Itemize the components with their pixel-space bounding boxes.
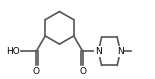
Text: N: N <box>95 47 102 56</box>
Text: O: O <box>33 67 40 76</box>
Text: O: O <box>79 67 86 76</box>
Text: N: N <box>117 47 124 56</box>
Text: HO: HO <box>6 47 20 56</box>
